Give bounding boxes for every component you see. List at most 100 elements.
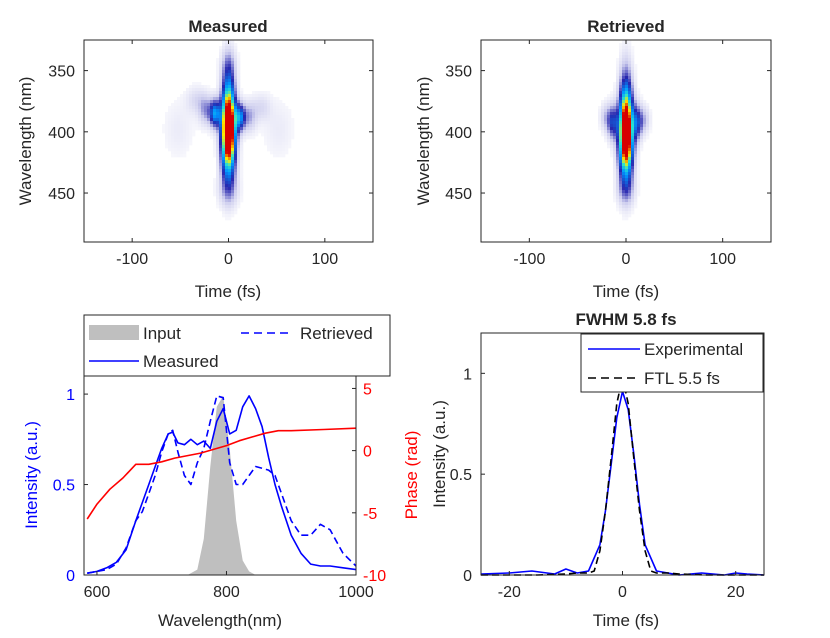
heatmap-cell <box>186 130 190 134</box>
heatmap-cell <box>240 187 244 191</box>
heatmap-cell <box>273 118 277 122</box>
heatmap-cell <box>222 175 226 179</box>
heatmap-cell <box>288 139 292 143</box>
heatmap-cell <box>640 118 644 122</box>
heatmap-cell <box>228 64 232 68</box>
heatmap-cell <box>198 103 202 107</box>
heatmap-cell <box>258 109 262 113</box>
heatmap-cell <box>207 127 211 131</box>
heatmap-cell <box>613 160 617 164</box>
heatmap-cell <box>213 103 217 107</box>
heatmap-cell <box>643 133 647 137</box>
heatmap-cell <box>222 106 226 110</box>
heatmap-cell <box>219 157 223 161</box>
heatmap-cell <box>598 127 602 131</box>
heatmap-cell <box>616 160 620 164</box>
heatmap-cell <box>237 100 241 104</box>
heatmap-cell <box>631 97 635 101</box>
heatmap-cell <box>267 133 271 137</box>
heatmap-cell <box>243 130 247 134</box>
heatmap-cell <box>613 106 617 110</box>
heatmap-cell <box>610 103 614 107</box>
heatmap-cell <box>631 166 635 170</box>
heatmap-cell <box>243 121 247 125</box>
heatmap-cell <box>237 121 241 125</box>
heatmap-cell <box>228 112 232 116</box>
heatmap-cell <box>282 106 286 110</box>
heatmap-cell <box>237 172 241 176</box>
heatmap-cell <box>252 130 256 134</box>
heatmap-cell <box>649 112 653 116</box>
heatmap-cell <box>177 121 181 125</box>
heatmap-cell <box>643 103 647 107</box>
heatmap-cell <box>207 97 211 101</box>
heatmap-cell <box>619 175 623 179</box>
series-measured-line <box>87 395 357 574</box>
heatmap-cell <box>201 97 205 101</box>
heatmap-cell <box>165 124 169 128</box>
heatmap-cell <box>616 133 620 137</box>
heatmap-cell <box>613 187 617 191</box>
heatmap-cell <box>228 151 232 155</box>
heatmap-cell <box>261 124 265 128</box>
heatmap-cell <box>228 157 232 161</box>
heatmap-cell <box>604 127 608 131</box>
heatmap-cell <box>231 115 235 119</box>
heatmap-cell <box>622 163 626 167</box>
heatmap-cell <box>237 67 241 71</box>
heatmap-cell <box>270 115 274 119</box>
heatmap-cell <box>628 121 632 125</box>
heatmap-cell <box>279 136 283 140</box>
heatmap-cell <box>628 127 632 131</box>
heatmap-cell <box>177 118 181 122</box>
heatmap-cell <box>186 145 190 149</box>
heatmap-cell <box>646 124 650 128</box>
y-tick-label: 350 <box>48 64 75 81</box>
heatmap-cell <box>631 211 635 215</box>
heatmap-cell <box>634 112 638 116</box>
heatmap-cell <box>622 52 626 56</box>
heatmap-cell <box>228 175 232 179</box>
heatmap-cell <box>270 124 274 128</box>
heatmap-cell <box>207 118 211 122</box>
heatmap-cell <box>237 175 241 179</box>
heatmap-cell <box>622 160 626 164</box>
heatmap-cell <box>279 151 283 155</box>
heatmap-cell <box>240 94 244 98</box>
heatmap-cell <box>237 169 241 173</box>
heatmap-cell <box>225 61 229 65</box>
heatmap-cell <box>234 175 238 179</box>
heatmap-cell <box>619 133 623 137</box>
heatmap-cell <box>628 190 632 194</box>
heatmap-cell <box>225 43 229 47</box>
heatmap-cell <box>285 112 289 116</box>
heatmap-cell <box>613 154 617 158</box>
heatmap-cell <box>171 130 175 134</box>
heatmap-cell <box>204 127 208 131</box>
heatmap-cell <box>273 103 277 107</box>
heatmap-cell <box>237 160 241 164</box>
heatmap-cell <box>237 82 241 86</box>
heatmap-cell <box>234 202 238 206</box>
heatmap-cell <box>234 94 238 98</box>
heatmap-cell <box>634 205 638 209</box>
heatmap-cell <box>240 166 244 170</box>
heatmap-cell <box>216 85 220 89</box>
heatmap-cell <box>237 205 241 209</box>
heatmap-cell <box>222 79 226 83</box>
heatmap-cell <box>282 136 286 140</box>
heatmap-cell <box>219 166 223 170</box>
heatmap-cell <box>637 112 641 116</box>
heatmap-cell <box>237 178 241 182</box>
heatmap-cell <box>619 100 623 104</box>
heatmap-cell <box>228 190 232 194</box>
heatmap-cell <box>288 121 292 125</box>
heatmap-cell <box>604 124 608 128</box>
heatmap-cell <box>240 154 244 158</box>
heatmap-cell <box>243 94 247 98</box>
heatmap-cell <box>219 118 223 122</box>
heatmap-cell <box>168 130 172 134</box>
heatmap-cell <box>622 187 626 191</box>
heatmap-cell <box>231 46 235 50</box>
heatmap-cell <box>628 109 632 113</box>
